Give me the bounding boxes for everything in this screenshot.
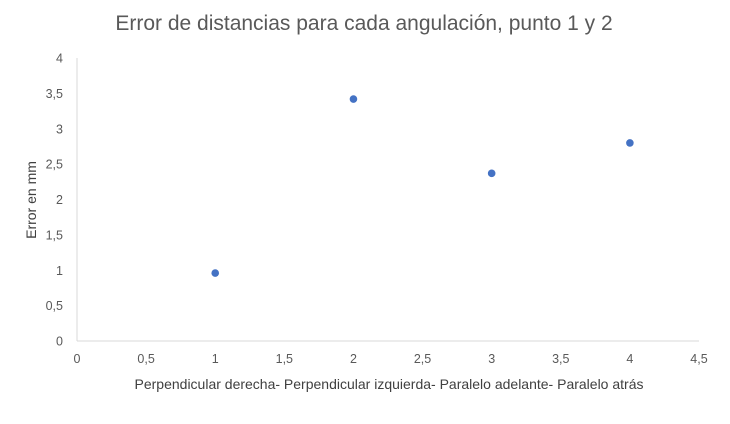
x-tick-label: 1,5	[276, 352, 293, 366]
y-tick-label: 3,5	[46, 87, 63, 101]
y-axis-title: Error en mm	[23, 161, 39, 239]
x-axis-title: Perpendicular derecha- Perpendicular izq…	[135, 376, 644, 392]
y-tick-label: 2,5	[46, 158, 63, 172]
x-tick-label: 0	[74, 352, 81, 366]
x-tick-label: 1	[212, 352, 219, 366]
y-tick-label: 3	[56, 122, 63, 136]
data-point	[487, 169, 496, 178]
y-tick-label: 1,5	[46, 228, 63, 242]
x-tick-label: 3	[488, 352, 495, 366]
y-tick-label: 1	[56, 264, 63, 278]
y-tick-label: 0	[56, 335, 63, 349]
chart-title: Error de distancias para cada angulación…	[115, 12, 612, 35]
y-tick-label: 2	[56, 193, 63, 207]
data-point	[211, 269, 220, 277]
x-tick-label: 4,5	[690, 352, 707, 366]
x-tick-label: 4	[626, 352, 633, 366]
y-tick-label: 4	[56, 52, 63, 66]
x-tick-labels: 0 0,5 1 1,5 2 2,5 3 3,5 4 4,5	[74, 352, 708, 366]
x-tick-label: 2	[350, 352, 357, 366]
axes	[76, 58, 699, 342]
data-points	[211, 95, 634, 277]
y-tick-labels: 0 0,5 1 1,5 2 2,5 3 3,5 4	[46, 52, 63, 349]
x-tick-label: 2,5	[414, 352, 431, 366]
x-tick-label: 3,5	[552, 352, 569, 366]
y-tick-label: 0,5	[46, 299, 63, 313]
data-point	[349, 95, 358, 103]
data-point	[626, 139, 634, 147]
x-tick-label: 0,5	[137, 352, 154, 366]
